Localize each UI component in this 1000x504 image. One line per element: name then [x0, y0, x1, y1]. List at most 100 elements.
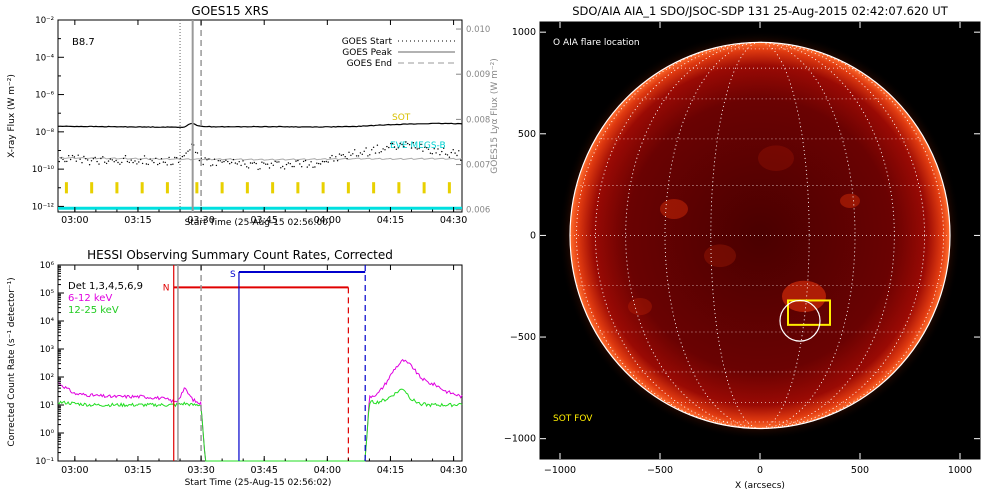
- goes-short-point: [162, 161, 165, 163]
- goes-short-point: [323, 161, 326, 163]
- goes-short-point: [386, 145, 388, 148]
- goes-short-point: [246, 166, 248, 168]
- hessi-y-tick-label: 10⁰: [40, 429, 55, 439]
- aia-x-tick-label: 1000: [948, 465, 972, 476]
- goes-short-point: [412, 142, 415, 144]
- aia-x-tick-label: 0: [757, 465, 763, 476]
- goes-short-point: [270, 162, 273, 164]
- goes-short-point: [293, 165, 295, 168]
- goes-short-point: [157, 163, 159, 166]
- goes-short-point: [219, 160, 221, 162]
- goes-short-point: [107, 160, 110, 162]
- goes-short-point: [338, 153, 341, 155]
- goes-short-point: [73, 156, 76, 158]
- goes-short-point: [321, 160, 324, 163]
- goes-x-tick-label: 04:15: [377, 215, 404, 226]
- goes-short-point: [355, 155, 358, 157]
- goes-short-point: [329, 157, 331, 159]
- sot-label: SOT: [392, 113, 411, 123]
- hessi-plot-frame: [57, 264, 463, 462]
- goes-short-point: [121, 161, 123, 164]
- goes-short-point: [344, 156, 346, 158]
- goes-x-tick-label: 03:30: [187, 215, 214, 226]
- goes-short-point: [176, 157, 178, 159]
- goes-short-point: [433, 148, 435, 150]
- goes-short-point: [441, 150, 443, 153]
- goes-short-point: [276, 161, 278, 163]
- goes-short-point: [405, 141, 407, 143]
- hessi-y-tick-label: 10⁻¹: [35, 457, 54, 467]
- hessi-x-tick-label: 04:30: [440, 465, 467, 476]
- goes-y2-tick-label: 0.008: [466, 115, 490, 125]
- goes-short-point: [251, 162, 254, 164]
- aia-axes: −1000 −500 0 500 1000 1000 500 0 −500 −1000: [504, 22, 980, 476]
- goes-short-point: [331, 154, 333, 157]
- goes-short-point: [62, 158, 64, 161]
- aia-x-tick-label: −1000: [544, 465, 576, 476]
- goes-short-point: [227, 160, 229, 163]
- goes-short-point: [206, 159, 208, 161]
- goes-y-tick-label: 10⁻⁸: [35, 128, 54, 138]
- goes-short-point: [170, 163, 172, 166]
- goes-short-point: [266, 163, 269, 165]
- goes-short-point: [259, 168, 261, 170]
- goes-short-point: [348, 151, 350, 153]
- goes-y2-tick-label: 0.007: [466, 161, 490, 171]
- goes-short-point: [371, 149, 373, 151]
- hessi-y-tick-label: 10³: [40, 345, 54, 355]
- aia-flare-circle: [779, 299, 821, 342]
- goes-legend: GOES Start GOES Peak GOES End: [342, 37, 455, 69]
- goes-short-point: [88, 164, 91, 166]
- goes-short-point: [410, 147, 413, 149]
- goes-short-point: [299, 163, 301, 165]
- saa-marker-label: S: [230, 270, 236, 280]
- goes-short-point: [96, 160, 98, 163]
- goes-short-point: [255, 162, 257, 165]
- goes-short-point: [285, 163, 288, 166]
- goes-short-point: [60, 157, 62, 159]
- aia-flare-location-label: O AIA flare location: [553, 38, 640, 48]
- goes-short-point: [232, 158, 235, 161]
- goes-short-point: [282, 165, 284, 168]
- goes-short-point: [437, 148, 439, 150]
- goes-y-tick-label: 10⁻¹²: [32, 202, 54, 212]
- hessi-6-12kev-line: [57, 358, 463, 462]
- active-region-patch: [758, 145, 794, 171]
- goes-short-point: [287, 162, 290, 164]
- goes-short-point: [333, 160, 335, 162]
- goes-short-point: [367, 155, 369, 157]
- goes-short-point: [247, 167, 250, 169]
- goes-axes: 03:00 03:15 03:30 03:45 04:00 04:15 04:30 10⁻² 1…: [32, 16, 490, 226]
- aia-y-tick-label: 0: [530, 230, 536, 241]
- goes-short-point: [223, 160, 225, 163]
- goes-short-point: [194, 151, 197, 154]
- goes-short-point: [104, 161, 106, 163]
- goes-short-point: [397, 147, 399, 149]
- goes-data-marks: [57, 20, 463, 212]
- goes-short-point: [414, 147, 416, 149]
- goes-short-point: [242, 160, 244, 162]
- goes-short-point: [301, 166, 303, 168]
- goes-short-point: [427, 148, 430, 150]
- hessi-x-tick-label: 03:15: [124, 465, 151, 476]
- eve-megs-label: EVE MEGS-B: [390, 141, 446, 151]
- goes-short-point: [393, 146, 396, 148]
- goes-short-point: [77, 154, 79, 156]
- goes-short-point: [352, 153, 354, 155]
- hessi-x-tick-label: 04:15: [377, 465, 404, 476]
- goes-short-point: [151, 160, 153, 162]
- goes-short-point: [454, 152, 456, 154]
- hessi-axes: 03:00 03:15 03:30 03:45 04:00 04:15 04:30 10⁶ 10…: [35, 261, 467, 476]
- aia-y-tick-label: 500: [518, 129, 536, 140]
- goes-short-point: [346, 158, 348, 160]
- goes-short-point: [295, 160, 297, 162]
- goes-short-point: [204, 157, 206, 159]
- goes-ylabel-left: X-ray Flux (W m⁻²): [7, 74, 17, 158]
- goes-short-point: [450, 151, 452, 154]
- goes-short-point: [81, 162, 83, 164]
- goes-short-point: [87, 159, 89, 161]
- goes-short-point: [79, 158, 81, 160]
- solar-limb: [569, 41, 951, 430]
- longitude-line: [625, 41, 895, 429]
- goes-short-point: [187, 150, 189, 152]
